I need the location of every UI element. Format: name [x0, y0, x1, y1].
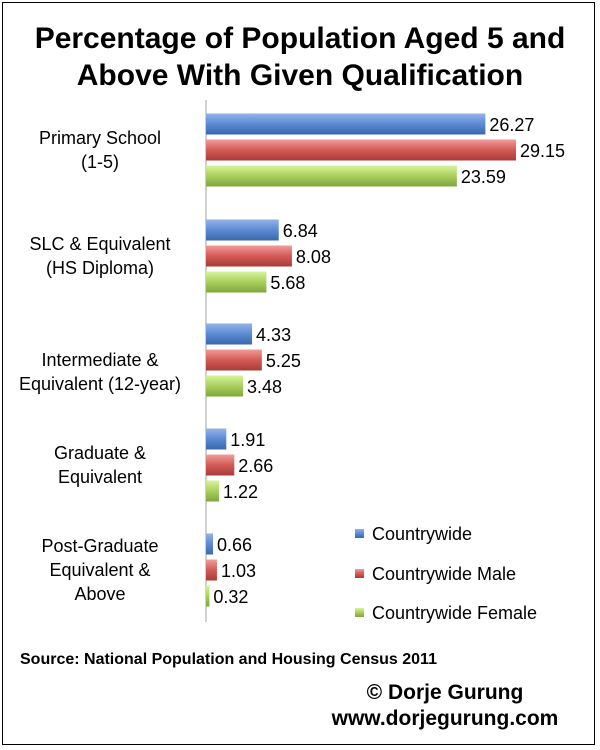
data-label: 4.33	[256, 325, 291, 345]
data-label: 26.27	[489, 115, 534, 135]
data-label: 8.08	[296, 247, 331, 267]
chart-frame	[2, 2, 595, 745]
bar-countrywide-male	[206, 454, 235, 476]
legend-label: Countrywide Female	[372, 603, 537, 623]
legend-swatch	[355, 608, 364, 617]
source-note: Source: National Population and Housing …	[20, 651, 437, 668]
data-label: 29.15	[520, 141, 565, 161]
data-label: 23.59	[461, 167, 506, 187]
bar-countrywide-female	[206, 585, 210, 607]
bar-countrywide-female	[206, 165, 457, 187]
category-label: Intermediate & Equivalent (12-year)	[18, 350, 182, 394]
author-credit: © Dorje Gurung	[366, 681, 524, 704]
data-label: 1.03	[221, 561, 256, 581]
bar-countrywide	[206, 219, 279, 241]
data-label: 1.22	[223, 482, 258, 502]
bar-countrywide	[206, 323, 253, 345]
legend-label: Countrywide	[372, 524, 472, 544]
category-label: Primary School (1-5)	[38, 128, 162, 172]
data-label: 0.32	[213, 587, 248, 607]
category-label: Post-Graduate Equivalent & Above	[41, 536, 159, 604]
bar-countrywide-male	[206, 349, 262, 371]
bar-countrywide	[206, 113, 486, 135]
bar-countrywide-male	[206, 559, 217, 581]
bar-countrywide	[206, 533, 214, 555]
category-label: Graduate & Equivalent	[53, 443, 147, 487]
data-label: 5.68	[270, 273, 305, 293]
bar-countrywide-female	[206, 375, 244, 397]
legend-swatch	[355, 569, 364, 578]
bar-countrywide-male	[206, 139, 516, 161]
chart-title: Percentage of Population Aged 5 and Abov…	[34, 22, 566, 92]
bar-countrywide-female	[206, 480, 219, 502]
category-label: SLC & Equivalent (HS Diploma)	[29, 234, 171, 278]
bar-countrywide	[206, 428, 227, 450]
bar-countrywide-male	[206, 245, 292, 267]
legend-swatch	[355, 529, 364, 538]
data-label: 6.84	[283, 221, 318, 241]
data-label: 0.66	[217, 535, 252, 555]
bar-countrywide-female	[206, 271, 267, 293]
legend-label: Countrywide Male	[372, 564, 516, 584]
data-label: 3.48	[247, 377, 282, 397]
website-credit: www.dorjegurung.com	[331, 707, 559, 730]
data-label: 2.66	[238, 456, 273, 476]
data-label: 5.25	[266, 351, 301, 371]
data-label: 1.91	[230, 430, 265, 450]
